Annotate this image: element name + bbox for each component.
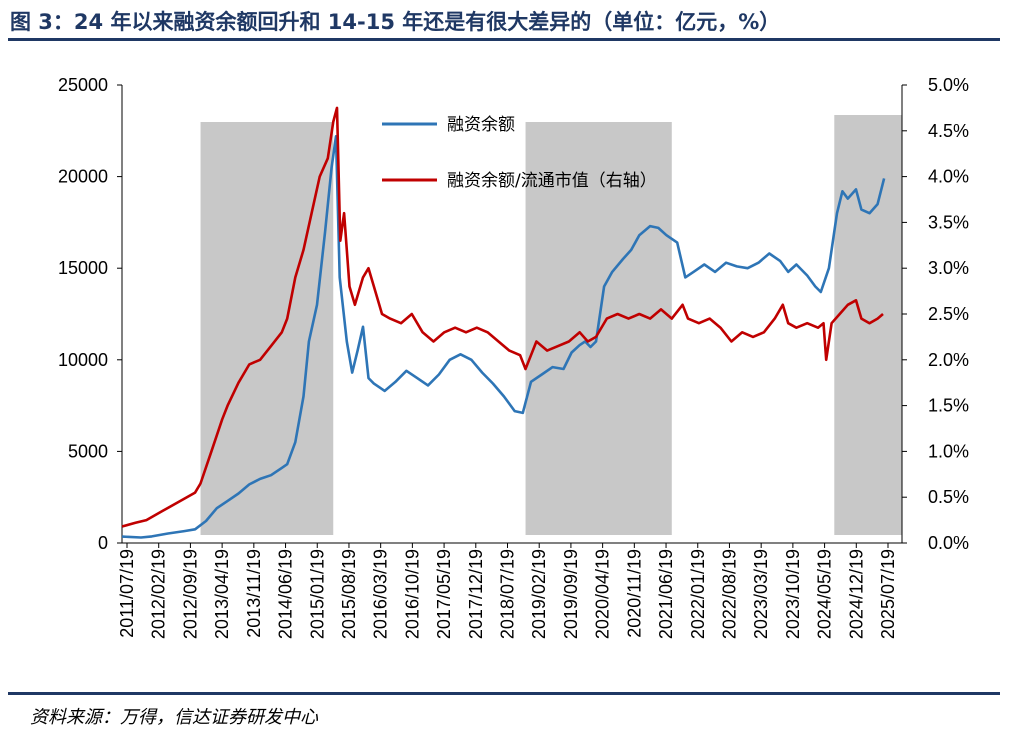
series-lines [121,106,886,539]
right-tick-label: 4.5% [928,121,969,141]
right-tick-label: 3.5% [928,212,969,232]
left-tick-label: 0 [98,533,108,553]
x-tick-label: 2012/09/19 [180,549,200,639]
shaded-period [200,122,334,535]
x-tick-label: 2012/02/19 [149,549,169,639]
x-tick-label: 2018/07/19 [498,549,518,639]
shaded-period [834,115,902,535]
legend-label: 融资余额 [447,115,515,135]
right-tick-label: 2.5% [928,304,969,324]
x-tick-label: 2011/07/19 [117,549,137,638]
legend-label: 融资余额/流通市值（右轴） [447,171,657,191]
x-tick-label: 2019/02/19 [529,549,549,639]
x-tick-label: 2016/10/19 [402,549,422,639]
left-tick-label: 20000 [58,167,108,187]
x-tick-label: 2020/04/19 [593,549,613,639]
series-line-margin-balance [121,135,886,539]
x-tick-label: 2020/11/19 [624,549,644,638]
bottom-rule [8,692,1000,695]
right-tick-label: 4.0% [928,167,969,187]
x-tick-label: 2015/01/19 [307,549,327,639]
right-tick-label: 0.5% [928,487,969,507]
x-tick-label: 2017/05/19 [434,549,454,639]
axes: 0 5000 10000 15000 20000 25000 0.0% 0.5% 1.0% 1.5… [58,75,969,639]
figure-title: 图 3：24 年以来融资余额回升和 14-15 年还是有很大差异的（单位：亿元，… [10,10,781,34]
x-tick-label: 2023/10/19 [783,549,803,639]
source-note: 资料来源：万得，信达证券研发中心 [30,707,318,728]
shaded-periods [200,115,902,535]
x-tick-label: 2013/11/19 [244,549,264,638]
right-tick-label: 0.0% [928,533,969,553]
x-tick-label: 2024/05/19 [815,549,835,639]
left-tick-label: 15000 [58,258,108,278]
right-tick-label: 2.0% [928,350,969,370]
x-tick-label: 2015/08/19 [339,549,359,639]
x-tick-label: 2021/06/19 [656,549,676,639]
series-line-margin-ratio [121,106,884,528]
x-tick-label: 2024/12/19 [846,549,866,639]
x-tick-label: 2023/03/19 [751,549,771,639]
right-tick-label: 1.0% [928,441,969,461]
x-tick-label: 2016/03/19 [371,549,391,639]
left-tick-label: 10000 [58,350,108,370]
x-tick-label: 2022/01/19 [688,549,708,639]
x-tick-label: 2019/09/19 [561,549,581,639]
left-tick-label: 5000 [68,441,108,461]
right-tick-label: 3.0% [928,258,969,278]
x-tick-label: 2025/07/19 [878,549,898,639]
x-tick-label: 2014/06/19 [276,549,296,639]
x-tick-label: 2017/12/19 [466,549,486,639]
title-rule [8,38,1000,41]
x-tick-label: 2013/04/19 [212,549,232,639]
right-tick-label: 1.5% [928,396,969,416]
left-tick-label: 25000 [58,75,108,95]
x-tick-label: 2022/08/19 [719,549,739,639]
right-tick-label: 5.0% [928,75,969,95]
